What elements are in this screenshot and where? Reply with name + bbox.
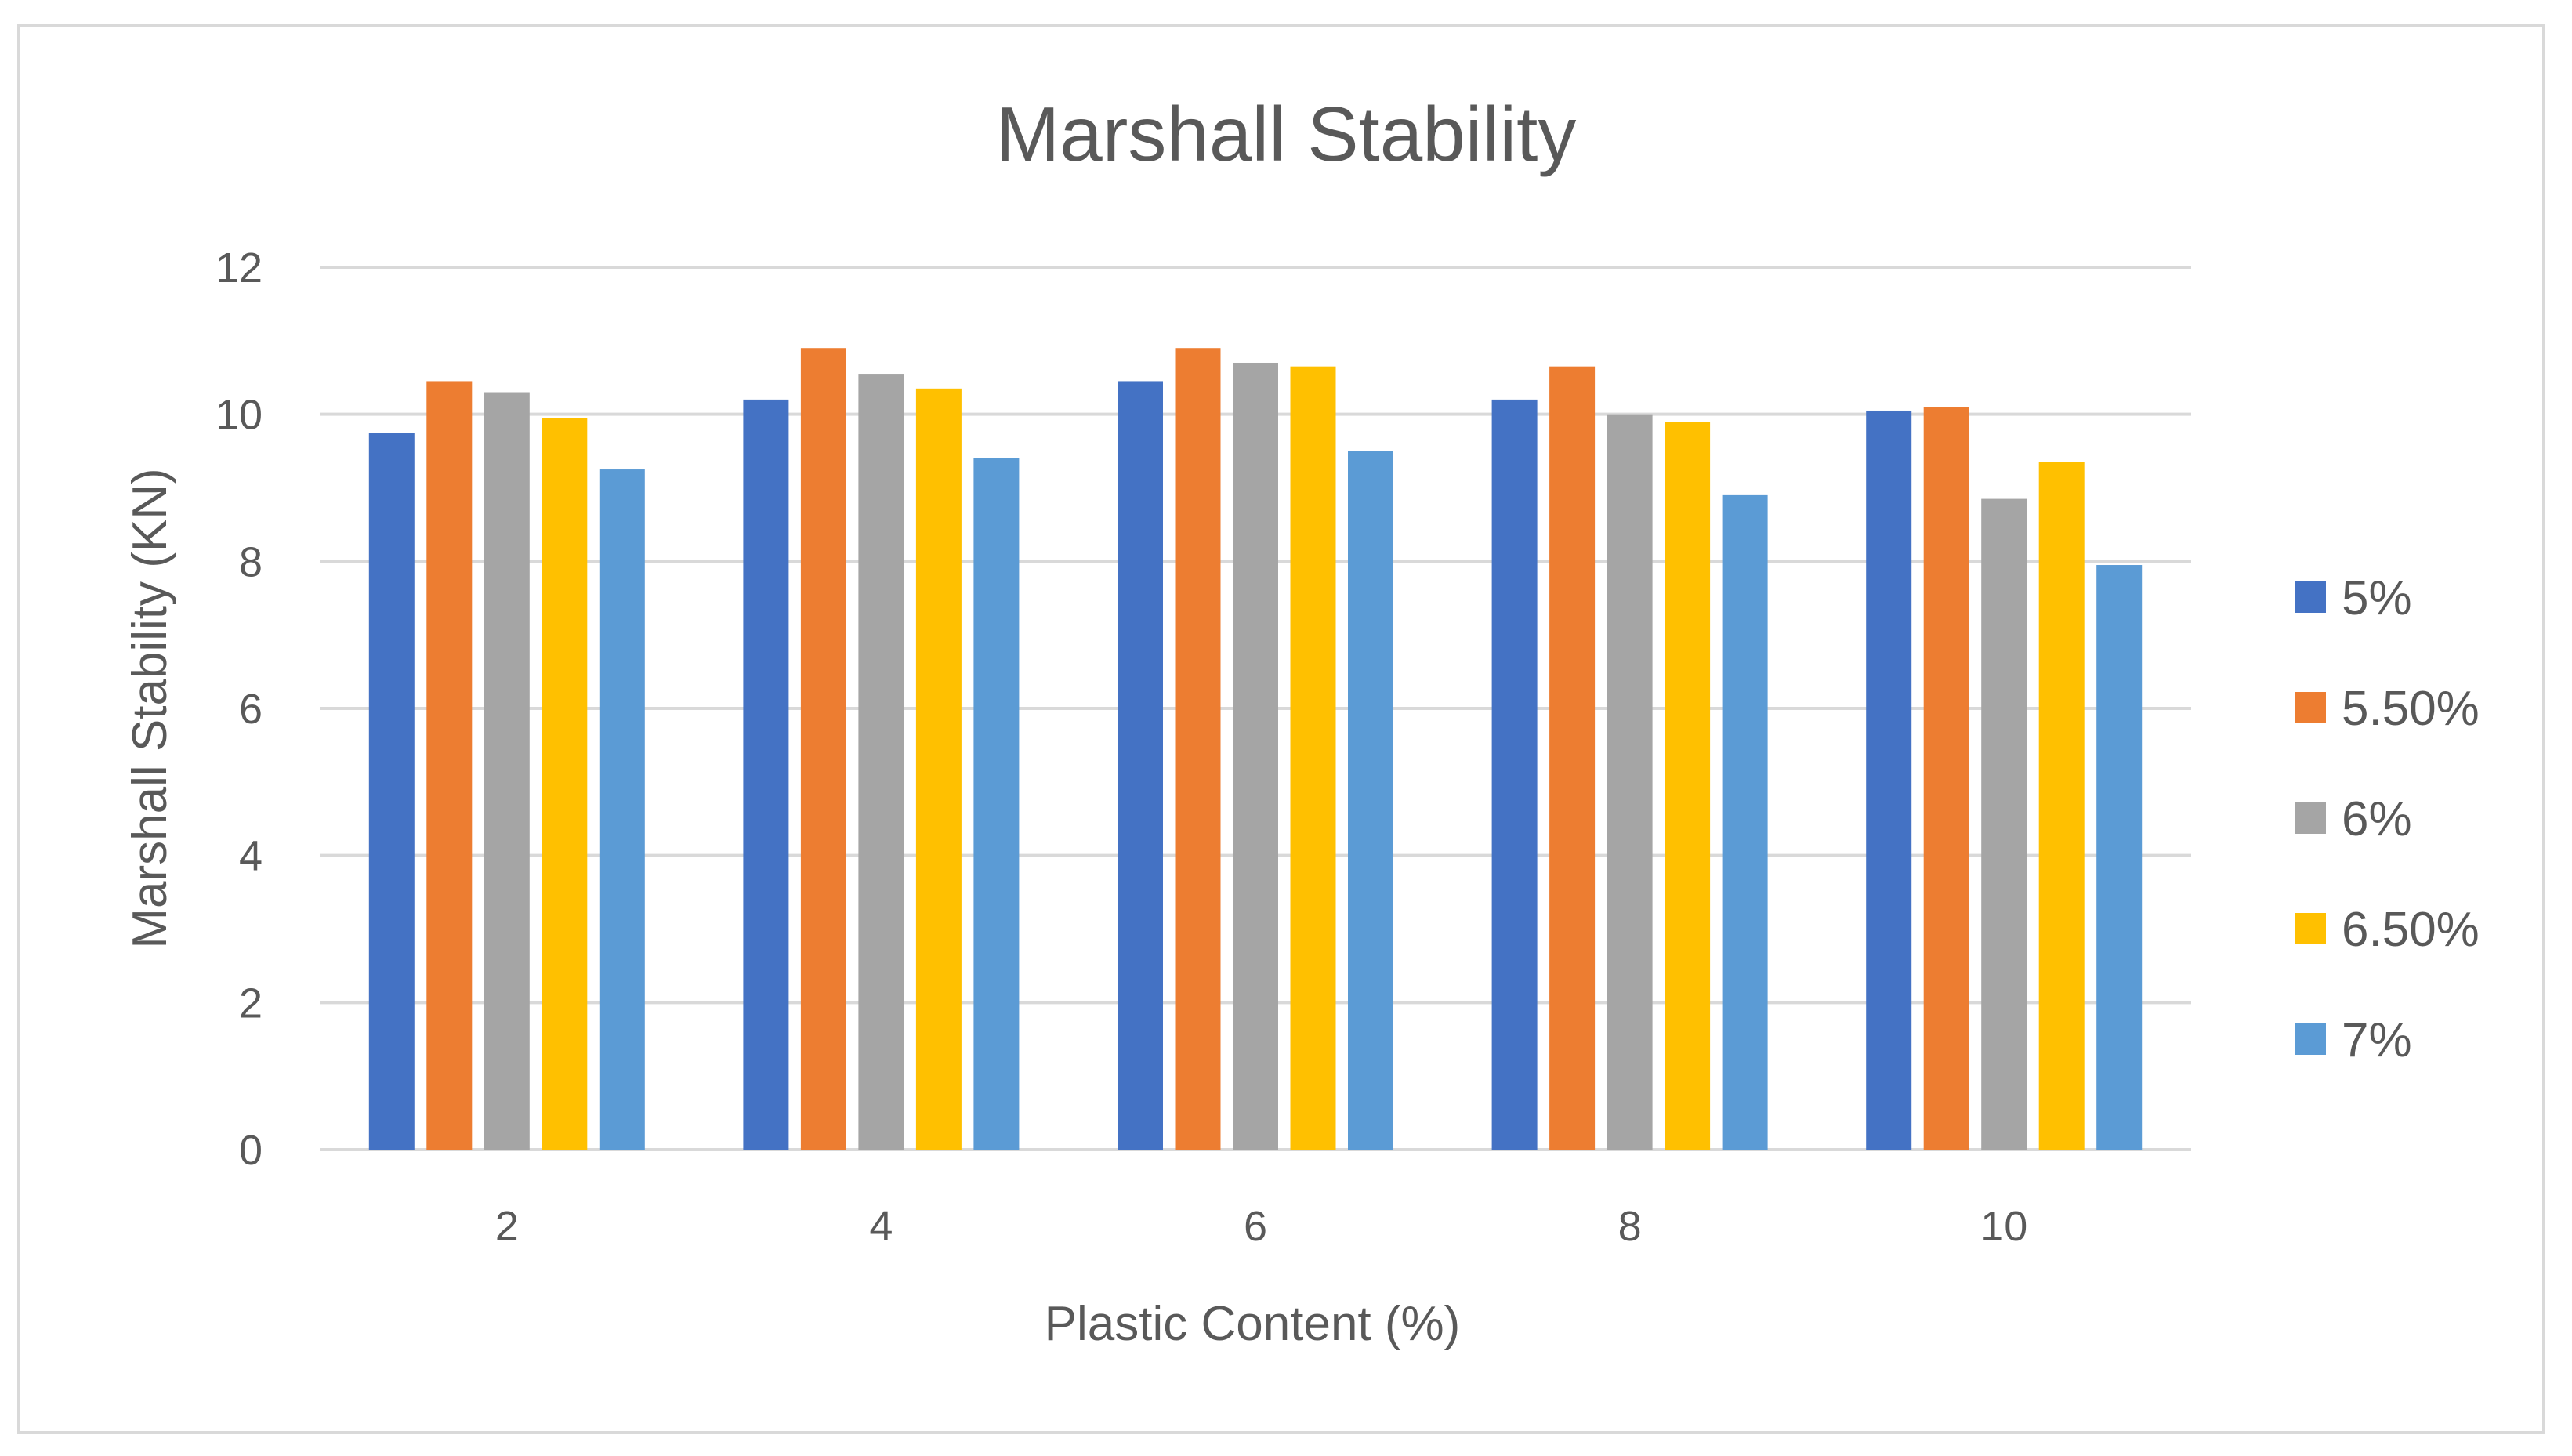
bar-7-cat-2	[599, 469, 645, 1150]
legend-label: 5.50%	[2342, 682, 2480, 736]
legend-swatch	[2295, 581, 2326, 613]
legend-swatch	[2295, 692, 2326, 723]
bar-550-cat-8	[1549, 366, 1596, 1150]
y-tick-label: 12	[216, 244, 263, 292]
legend-swatch	[2295, 913, 2326, 944]
bar-7-cat-10	[2096, 565, 2143, 1150]
y-tick-labels: 0 2 4 6 8 10 12	[216, 244, 263, 1174]
x-tick-label: 4	[869, 1203, 893, 1250]
y-tick-label: 8	[239, 538, 263, 585]
legend-label: 6%	[2342, 792, 2412, 846]
bar-7-cat-4	[973, 458, 1020, 1150]
bar-550-cat-10	[1923, 407, 1969, 1150]
bar-6-cat-10	[1981, 498, 2027, 1150]
legend-label: 7%	[2342, 1013, 2412, 1067]
y-axis-label: Marshall Stability (KN)	[123, 468, 177, 948]
bars	[368, 348, 2143, 1150]
bar-550-cat-2	[426, 381, 473, 1150]
chart-title: Marshall Stability	[996, 91, 1577, 177]
legend-swatch	[2295, 1023, 2326, 1055]
bar-5-cat-4	[743, 399, 789, 1150]
legend-label: 6.50%	[2342, 903, 2480, 957]
bar-7-cat-8	[1722, 494, 1768, 1150]
bar-5-cat-2	[368, 433, 415, 1150]
bar-7-cat-6	[1348, 451, 1393, 1150]
x-tick-label: 2	[495, 1203, 519, 1250]
legend: 5% 5.50% 6% 6.50% 7%	[2295, 571, 2480, 1067]
y-tick-label: 0	[239, 1127, 263, 1174]
bar-550-cat-6	[1175, 348, 1221, 1150]
bar-650-cat-10	[2038, 462, 2085, 1150]
bar-5-cat-8	[1491, 399, 1538, 1150]
y-tick-label: 4	[239, 833, 263, 880]
bar-650-cat-4	[915, 388, 962, 1150]
bar-5-cat-6	[1118, 381, 1163, 1150]
y-tick-label: 2	[239, 980, 263, 1027]
legend-label: 5%	[2342, 571, 2412, 625]
x-tick-label: 8	[1618, 1203, 1642, 1250]
bar-650-cat-8	[1665, 422, 1711, 1150]
legend-swatch	[2295, 802, 2326, 834]
bar-6-cat-4	[858, 374, 904, 1150]
y-tick-label: 10	[216, 392, 263, 439]
x-tick-label: 10	[1980, 1203, 2027, 1250]
bar-650-cat-2	[542, 418, 588, 1150]
x-axis-label: Plastic Content (%)	[1045, 1297, 1461, 1351]
bar-650-cat-6	[1290, 366, 1336, 1150]
bar-6-cat-6	[1233, 362, 1278, 1150]
y-tick-label: 6	[239, 686, 263, 733]
x-tick-labels: 2 4 6 8 10	[495, 1203, 2027, 1250]
bar-550-cat-4	[800, 348, 846, 1150]
bar-5-cat-10	[1866, 410, 1912, 1150]
x-tick-label: 6	[1244, 1203, 1267, 1250]
bar-6-cat-2	[484, 392, 530, 1150]
bar-6-cat-8	[1607, 414, 1653, 1150]
